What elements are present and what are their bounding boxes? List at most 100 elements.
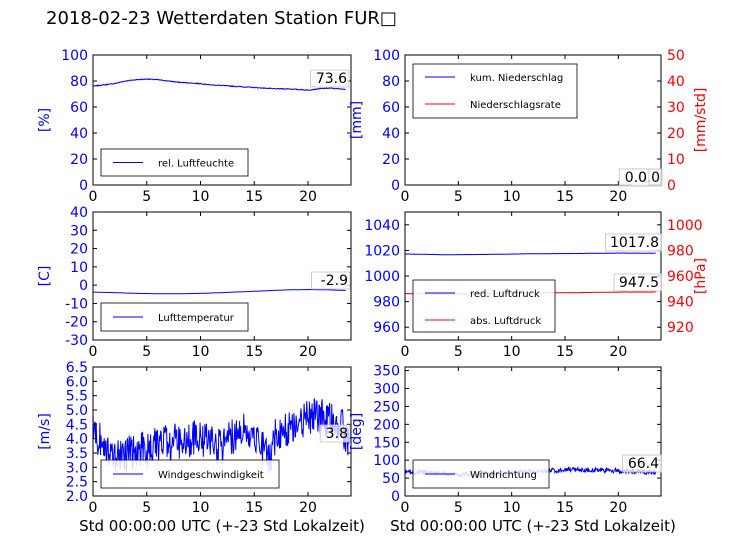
plot-frame-2 bbox=[92, 211, 352, 341]
value-label-4-0: 3.8 bbox=[326, 426, 348, 442]
y-tick-label-4-2: 3.0 bbox=[66, 460, 88, 476]
value-label-0-0: 73.6 bbox=[316, 71, 347, 87]
x-tick-label-2-4: 20 bbox=[299, 344, 317, 360]
y-right-axis-label-3: [hPa] bbox=[693, 258, 709, 294]
y-tick-label-3-3: 1020 bbox=[364, 243, 400, 259]
y-tick-label-4-1: 2.5 bbox=[66, 475, 88, 491]
y-right-tick-label-1-4: 40 bbox=[667, 74, 685, 90]
x-tick-label-0-4: 20 bbox=[299, 189, 317, 205]
y-right-tick-label-1-0: 0 bbox=[667, 178, 676, 194]
legend-label-3-1: abs. Luftdruck bbox=[470, 316, 541, 327]
value-label-5-0: 66.4 bbox=[628, 456, 659, 472]
y-tick-label-4-0: 2.0 bbox=[66, 489, 88, 505]
x-tick-label-4-2: 10 bbox=[192, 500, 210, 516]
y-tick-label-4-3: 3.5 bbox=[66, 446, 88, 462]
y-tick-label-2-0: -30 bbox=[65, 333, 88, 349]
y-tick-label-5-3: 150 bbox=[373, 435, 400, 451]
x-axis-label-1: Std 00:00:00 UTC (+-23 Std Lokalzeit) bbox=[390, 517, 676, 535]
plot-frame-5 bbox=[404, 366, 662, 497]
legend-label-5-0: Windrichtung bbox=[470, 470, 537, 481]
legend-label-2-0: Lufttemperatur bbox=[158, 313, 235, 324]
y-right-tick-label-3-4: 1000 bbox=[667, 218, 703, 234]
y-axis-label-5: [deg] bbox=[349, 413, 365, 450]
y-axis-label-4: [m/s] bbox=[37, 413, 53, 450]
y-right-tick-label-3-2: 960 bbox=[667, 269, 694, 285]
y-right-tick-label-3-0: 920 bbox=[667, 320, 694, 336]
x-tick-label-2-1: 5 bbox=[142, 344, 151, 360]
y-tick-label-3-2: 1000 bbox=[364, 269, 400, 285]
y-tick-label-4-8: 6.0 bbox=[66, 374, 88, 390]
y-tick-label-2-6: 30 bbox=[70, 223, 88, 239]
x-tick-label-4-4: 20 bbox=[299, 500, 317, 516]
x-tick-label-1-4: 20 bbox=[609, 189, 627, 205]
y-tick-label-5-7: 350 bbox=[373, 364, 400, 380]
y-tick-label-2-1: -20 bbox=[65, 315, 88, 331]
value-box-0-0 bbox=[310, 69, 350, 88]
x-axis-label-0: Std 00:00:00 UTC (+-23 Std Lokalzeit) bbox=[79, 517, 365, 535]
x-tick-label-5-4: 20 bbox=[609, 500, 627, 516]
y-tick-label-2-4: 10 bbox=[70, 260, 88, 276]
y-tick-label-2-7: 40 bbox=[70, 205, 88, 221]
x-tick-label-3-1: 5 bbox=[454, 344, 463, 360]
y-axis-label-1: [mm] bbox=[349, 101, 365, 139]
y-tick-label-5-6: 300 bbox=[373, 382, 400, 398]
x-tick-label-0-0: 0 bbox=[89, 189, 98, 205]
x-tick-label-1-1: 5 bbox=[454, 189, 463, 205]
y-tick-label-4-4: 4.0 bbox=[66, 432, 88, 448]
y-tick-label-3-0: 960 bbox=[373, 320, 400, 336]
value-box-2-0 bbox=[311, 271, 351, 290]
value-label-1-1: 0.0 bbox=[625, 170, 647, 186]
plot-frame-0 bbox=[92, 54, 352, 186]
x-tick-label-4-1: 5 bbox=[142, 500, 151, 516]
y-tick-label-0-1: 20 bbox=[70, 152, 88, 168]
x-tick-label-4-0: 0 bbox=[89, 500, 98, 516]
x-tick-label-5-2: 10 bbox=[503, 500, 521, 516]
y-right-tick-label-3-1: 940 bbox=[667, 295, 694, 311]
x-tick-label-2-2: 10 bbox=[192, 344, 210, 360]
y-tick-label-0-5: 100 bbox=[61, 48, 88, 64]
y-tick-label-1-0: 0 bbox=[391, 178, 400, 194]
x-tick-label-0-3: 15 bbox=[245, 189, 263, 205]
value-box-3-0 bbox=[605, 233, 662, 252]
x-tick-label-5-1: 5 bbox=[454, 500, 463, 516]
chart-title: 2018-02-23 Wetterdaten Station FUR□ bbox=[46, 8, 397, 29]
y-tick-label-1-2: 40 bbox=[382, 126, 400, 142]
x-tick-label-1-2: 10 bbox=[503, 189, 521, 205]
y-right-tick-label-1-2: 20 bbox=[667, 126, 685, 142]
x-tick-label-5-3: 15 bbox=[556, 500, 574, 516]
x-tick-label-3-0: 0 bbox=[401, 344, 410, 360]
x-tick-label-3-3: 15 bbox=[556, 344, 574, 360]
y-tick-label-4-9: 6.5 bbox=[66, 360, 88, 376]
y-tick-label-4-6: 5.0 bbox=[66, 403, 88, 419]
x-tick-label-0-2: 10 bbox=[192, 189, 210, 205]
y-tick-label-0-3: 60 bbox=[70, 100, 88, 116]
y-right-axis-label-1: [mm/std] bbox=[693, 88, 709, 153]
y-tick-label-5-2: 100 bbox=[373, 453, 400, 469]
x-tick-label-5-0: 0 bbox=[401, 500, 410, 516]
y-right-tick-label-1-3: 30 bbox=[667, 100, 685, 116]
x-tick-label-1-0: 0 bbox=[401, 189, 410, 205]
y-tick-label-5-4: 200 bbox=[373, 417, 400, 433]
legend-label-1-1: Niederschlagsrate bbox=[470, 100, 561, 111]
series-line-4-0 bbox=[92, 398, 350, 474]
series-line-3-0 bbox=[404, 252, 656, 256]
y-tick-label-0-4: 80 bbox=[70, 74, 88, 90]
legend-label-4-0: Windgeschwindigkeit bbox=[158, 470, 264, 481]
legend-label-3-0: red. Luftdruck bbox=[470, 289, 540, 300]
y-tick-label-0-0: 0 bbox=[79, 178, 88, 194]
y-right-tick-label-3-3: 980 bbox=[667, 243, 694, 259]
y-right-tick-label-1-5: 50 bbox=[667, 48, 685, 64]
y-tick-label-3-1: 980 bbox=[373, 295, 400, 311]
series-line-2-0 bbox=[93, 288, 346, 295]
y-axis-label-0: [%] bbox=[37, 108, 53, 132]
y-tick-label-3-4: 1040 bbox=[364, 218, 400, 234]
y-tick-label-5-0: 0 bbox=[391, 489, 400, 505]
plot-frame-1 bbox=[404, 54, 662, 186]
series-line-0-0 bbox=[92, 77, 346, 91]
y-tick-label-2-5: 20 bbox=[70, 242, 88, 258]
value-box-1-1 bbox=[618, 168, 650, 187]
x-tick-label-2-0: 0 bbox=[89, 344, 98, 360]
y-tick-label-1-1: 20 bbox=[382, 152, 400, 168]
plot-frame-4 bbox=[92, 366, 352, 497]
